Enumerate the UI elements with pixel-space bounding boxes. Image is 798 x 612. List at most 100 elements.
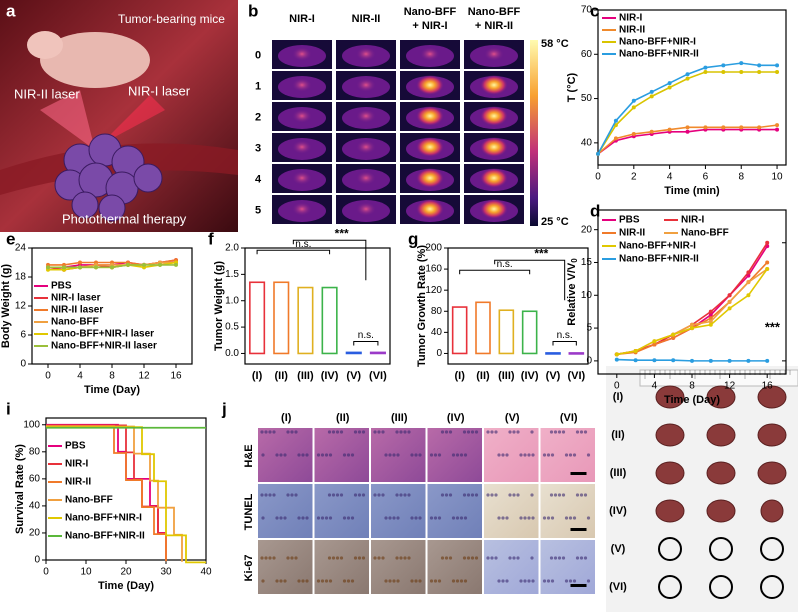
empty-circle <box>760 575 784 599</box>
empty-circle <box>658 575 682 599</box>
y-axis-label-text: Survival Rate (%) <box>14 444 26 534</box>
cell <box>466 556 471 560</box>
tumor <box>706 385 736 409</box>
point <box>652 342 657 347</box>
y-tick-label: 160 <box>425 264 442 275</box>
hotspot <box>484 47 504 61</box>
cell <box>508 493 512 497</box>
colorbar-label: 25 °C <box>541 216 569 228</box>
point <box>46 265 50 270</box>
cell <box>327 556 332 560</box>
cell <box>523 579 527 583</box>
cell <box>583 493 588 497</box>
panel-label: i <box>6 399 11 418</box>
cell <box>575 493 580 497</box>
cell <box>505 516 509 520</box>
point <box>652 358 657 363</box>
cell <box>268 493 272 497</box>
row-label: H&E <box>243 444 255 467</box>
row-label: 1 <box>255 80 261 92</box>
y-tick-label: 40 <box>581 137 593 148</box>
x-tick-label: (I) <box>252 370 263 382</box>
cell <box>455 516 460 520</box>
cell <box>444 556 449 560</box>
cell <box>283 516 287 520</box>
row-label: (V) <box>611 543 626 555</box>
tumor <box>760 499 784 523</box>
cell <box>414 453 418 457</box>
hotspot <box>420 47 440 61</box>
point <box>708 358 713 363</box>
point <box>703 70 708 74</box>
empty-circle <box>709 575 733 599</box>
point <box>596 151 600 156</box>
legend-label: NIR-I <box>65 459 89 470</box>
cell <box>572 453 577 457</box>
cell <box>339 493 344 497</box>
point <box>727 358 732 363</box>
tumor <box>655 461 685 485</box>
cell <box>297 453 301 457</box>
point <box>685 76 690 81</box>
cell <box>527 516 531 520</box>
x-tick-label: 0 <box>595 172 601 183</box>
y-tick-label: 80 <box>431 306 443 317</box>
legend-label: PBS <box>619 215 640 226</box>
laser-beam <box>40 90 95 150</box>
tumor <box>757 461 787 485</box>
hotspot <box>292 140 312 154</box>
legend-label: NIR-I <box>681 215 705 226</box>
cell <box>301 453 305 457</box>
point <box>614 357 619 362</box>
x-tick-label: 8 <box>109 371 115 382</box>
cell <box>497 579 501 583</box>
cell <box>392 579 396 583</box>
cell <box>568 453 573 457</box>
x-tick-label: 10 <box>771 172 783 183</box>
cell <box>301 516 305 520</box>
cell <box>399 430 403 434</box>
legend-label: NIR-I <box>619 13 643 24</box>
point <box>613 118 618 123</box>
point <box>652 339 657 344</box>
point <box>142 262 146 267</box>
cell <box>357 430 362 434</box>
y-tick-label: 5 <box>586 323 592 334</box>
hotspot <box>292 109 312 123</box>
y-tick-label: 2.0 <box>225 243 239 254</box>
scale-bar <box>570 528 587 531</box>
column-label: + NIR-II <box>475 20 513 32</box>
point <box>739 125 744 130</box>
legend-label: NIR-II laser <box>51 305 103 316</box>
cell <box>530 430 534 434</box>
histology-image <box>427 540 482 594</box>
cell <box>283 453 287 457</box>
y-tick-label: 70 <box>581 5 593 16</box>
cell <box>316 579 321 583</box>
cell <box>564 453 569 457</box>
hotspot <box>416 199 444 219</box>
cell <box>396 579 400 583</box>
cell <box>264 493 268 497</box>
scale-bar <box>570 584 587 587</box>
point <box>757 70 762 74</box>
point <box>685 125 690 130</box>
point <box>775 127 780 132</box>
cell <box>519 453 523 457</box>
hotspot <box>480 199 508 219</box>
y-tick-label: 100 <box>23 419 40 430</box>
cell <box>505 579 509 583</box>
x-tick-label: (IV) <box>321 370 339 382</box>
cell <box>523 453 527 457</box>
y-axis-label-text: Relative V/V <box>566 262 578 326</box>
column-label: (IV) <box>447 412 465 424</box>
cell <box>418 453 422 457</box>
cell <box>575 430 580 434</box>
x-tick-label: (III) <box>297 370 314 382</box>
cell <box>553 430 558 434</box>
point <box>94 265 98 270</box>
cell <box>377 556 381 560</box>
cell <box>361 430 366 434</box>
significance-bracket <box>782 242 787 362</box>
cell <box>388 579 392 583</box>
